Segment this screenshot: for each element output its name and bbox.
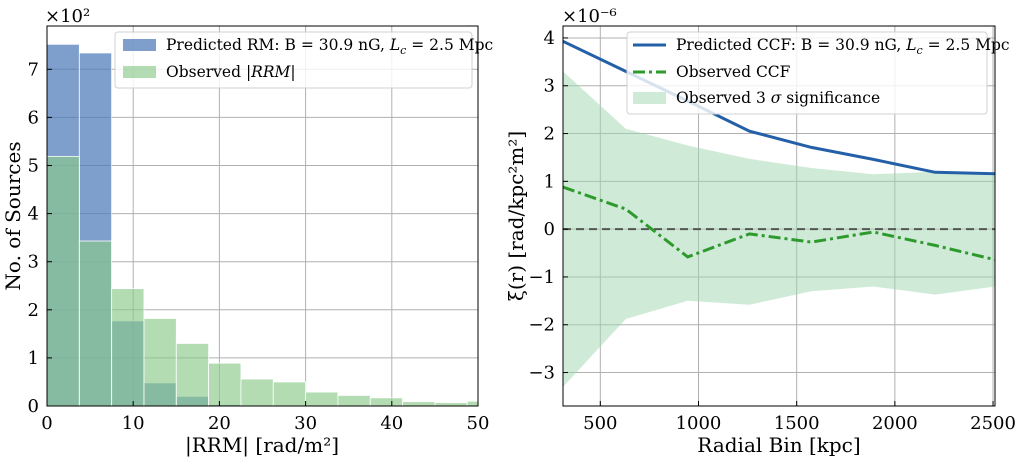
legend-swatch-predicted-rm <box>123 39 156 51</box>
ccf-ytick-label: 3 <box>544 76 555 97</box>
legend-label-observed-rrm: Observed |RRM| <box>166 63 296 81</box>
ccf-xtick-label: 1000 <box>676 413 722 434</box>
ccf-ytick-label: −1 <box>528 267 555 288</box>
observed-rrm-bar <box>143 318 177 407</box>
histogram-x-axis-label: |RRM| [rad/m²] <box>185 433 339 458</box>
ccf-legend: Predicted CCF: B = 30.9 nG, Lc = 2.5 Mpc… <box>626 31 1010 115</box>
ccf-xtick-label: 1500 <box>774 413 820 434</box>
observed-rrm-bar <box>272 381 306 407</box>
ccf-y-axis-label: ξ(r) [rad/kpc²m²] <box>504 131 528 301</box>
histogram-y-multiplier: ×10² <box>45 6 90 27</box>
ccf-axes-frame <box>562 25 996 407</box>
ccf-ytick-label: 4 <box>544 28 555 49</box>
observed-rrm-bar <box>434 402 468 407</box>
histogram-xtick-label: 40 <box>380 413 403 434</box>
histogram-xtick-label: 10 <box>122 413 145 434</box>
ccf-ytick-label: 2 <box>544 124 555 145</box>
ccf-x-axis-label: Radial Bin [kpc] <box>697 433 860 457</box>
observed-rrm-bar <box>175 343 210 407</box>
observed-rrm-bar <box>466 400 479 407</box>
observed-rrm-bar <box>305 391 339 407</box>
ccf-xtick-label: 500 <box>583 413 617 434</box>
histogram-legend: Predicted RM: B = 30.9 nG, Lc = 2.5 Mpc … <box>114 31 493 89</box>
legend-label-3sigma: Observed 3 σ significance <box>676 89 880 107</box>
histogram-y-axis-label: No. of Sources <box>1 141 25 290</box>
histogram-ytick-label: 1 <box>28 348 39 369</box>
histogram-ytick-label: 2 <box>28 300 39 321</box>
histogram-xtick-label: 30 <box>294 413 317 434</box>
observed-rrm-bar <box>337 395 371 407</box>
ccf-ytick-label: 1 <box>544 171 555 192</box>
histogram-ytick-label: 5 <box>28 155 39 176</box>
histogram-ytick-label: 0 <box>28 396 39 417</box>
observed-rrm-bar <box>111 288 145 407</box>
ccf-ytick-label: 0 <box>544 219 555 240</box>
observed-rrm-bar <box>46 155 80 407</box>
histogram-xtick-label: 20 <box>208 413 231 434</box>
observed-ccf-line <box>562 185 996 262</box>
legend-label-predicted-ccf: Predicted CCF: B = 30.9 nG, Lc = 2.5 Mpc <box>676 36 1010 57</box>
observed-rrm-bar <box>369 397 403 407</box>
histogram-axes-frame <box>46 25 479 407</box>
ccf-y-multiplier: ×10⁻⁶ <box>562 6 617 27</box>
histogram-xtick-label: 0 <box>41 413 52 434</box>
legend-label-predicted-rm: Predicted RM: B = 30.9 nG, Lc = 2.5 Mpc <box>166 36 493 57</box>
legend-swatch-3sigma <box>633 92 666 104</box>
ccf-ytick-label: −2 <box>528 315 555 336</box>
histogram-ytick-label: 7 <box>28 59 39 80</box>
ccf-panel: 500 1000 1500 2000 2500 −3 −2 −1 0 1 2 3 4 ×10⁻⁶ Rad… <box>504 6 1016 457</box>
observed-rrm-bar <box>78 240 113 407</box>
histogram-bars <box>46 43 479 407</box>
observed-rrm-bar <box>208 362 242 407</box>
histogram-legend-box <box>114 31 473 89</box>
histogram-ticks: 0 10 20 30 40 50 0 1 2 3 4 5 6 7 <box>28 59 490 434</box>
histogram-ytick-label: 3 <box>28 252 39 273</box>
ccf-xtick-label: 2000 <box>872 413 918 434</box>
ccf-legend-box <box>626 31 988 115</box>
histogram-xtick-label: 50 <box>467 413 490 434</box>
observed-rrm-bar <box>240 378 274 407</box>
histogram-ytick-label: 4 <box>28 204 39 225</box>
ccf-ticks: 500 1000 1500 2000 2500 −3 −2 −1 0 1 2 3 4 <box>528 28 1015 434</box>
legend-swatch-observed-rrm <box>123 66 156 78</box>
legend-label-observed-ccf: Observed CCF <box>676 63 791 81</box>
ccf-ytick-label: −3 <box>528 363 555 384</box>
ccf-xtick-label: 2500 <box>970 413 1016 434</box>
observed-rrm-bar <box>402 401 436 407</box>
histogram-ytick-label: 6 <box>28 107 39 128</box>
